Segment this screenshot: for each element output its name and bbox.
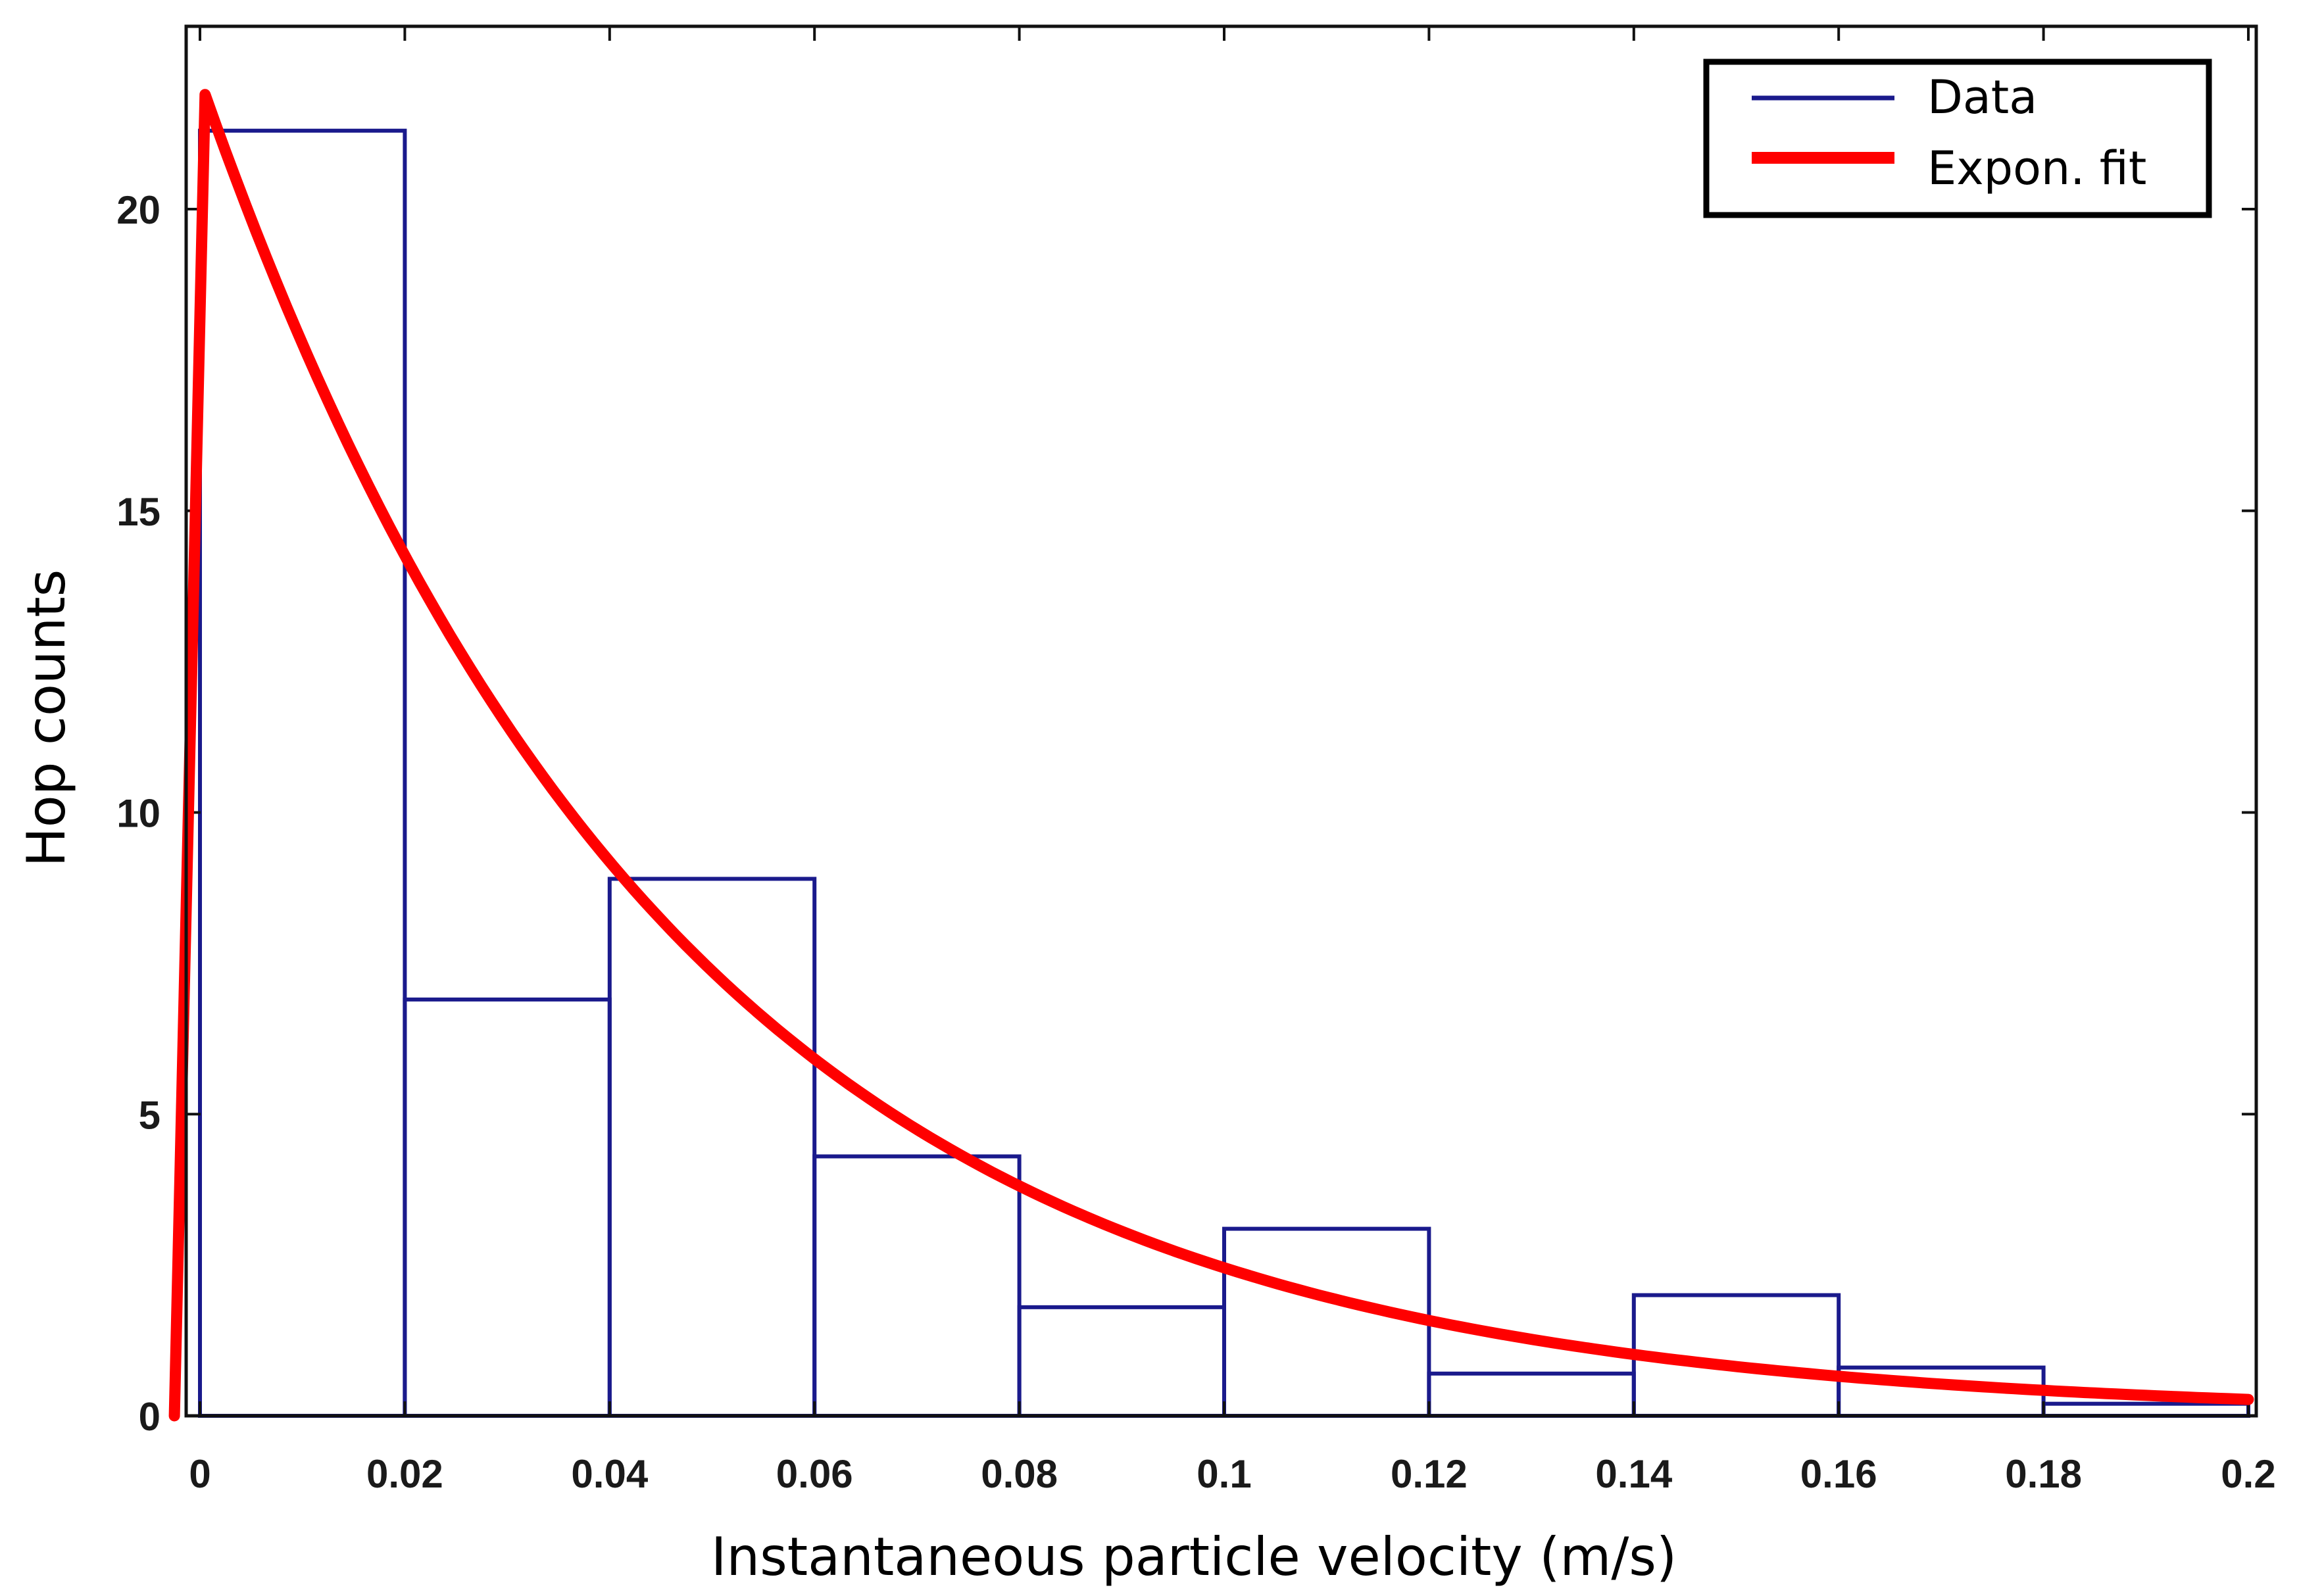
x-tick-label: 0.16: [1800, 1452, 1877, 1496]
x-tick-label: 0.12: [1391, 1452, 1468, 1496]
x-tick-label: 0.08: [981, 1452, 1058, 1496]
y-axis-label: Hop counts: [16, 569, 77, 867]
y-tick-label: 5: [139, 1093, 161, 1137]
legend-box: [1703, 59, 2212, 218]
fit-curve-layer: [168, 89, 2254, 1422]
x-tick-label: 0.02: [366, 1452, 443, 1496]
legend-label-expon-fit: Expon. fit: [1927, 141, 2146, 195]
y-tick-label: 15: [116, 490, 161, 534]
plot-area-frame: [184, 24, 2258, 1418]
x-tick-label: 0: [189, 1452, 210, 1496]
x-tick-label: 0.2: [2221, 1452, 2275, 1496]
x-axis-label: Instantaneous particle velocity (m/s): [711, 1526, 1677, 1587]
axis-ticks: [186, 26, 2256, 1417]
y-tick-label: 0: [139, 1395, 161, 1439]
y-tick-label: 10: [116, 792, 161, 836]
tick-labels: 0 0.02 0.04 0.06 0.08 0.1 0.12 0.14 0.16 0.18 0.2 0…: [116, 188, 2275, 1496]
y-tick-label: 20: [116, 188, 161, 232]
x-tick-label: 0.06: [776, 1452, 853, 1496]
x-tick-label: 0.04: [571, 1452, 648, 1496]
legend: Data Expon. fit: [1703, 59, 2212, 218]
x-tick-label: 0.1: [1197, 1452, 1251, 1496]
legend-label-data: Data: [1927, 70, 2037, 124]
x-tick-label: 0.18: [2005, 1452, 2082, 1496]
expon-fit-line: [168, 89, 2254, 1422]
x-tick-label: 0.14: [1595, 1452, 1672, 1496]
